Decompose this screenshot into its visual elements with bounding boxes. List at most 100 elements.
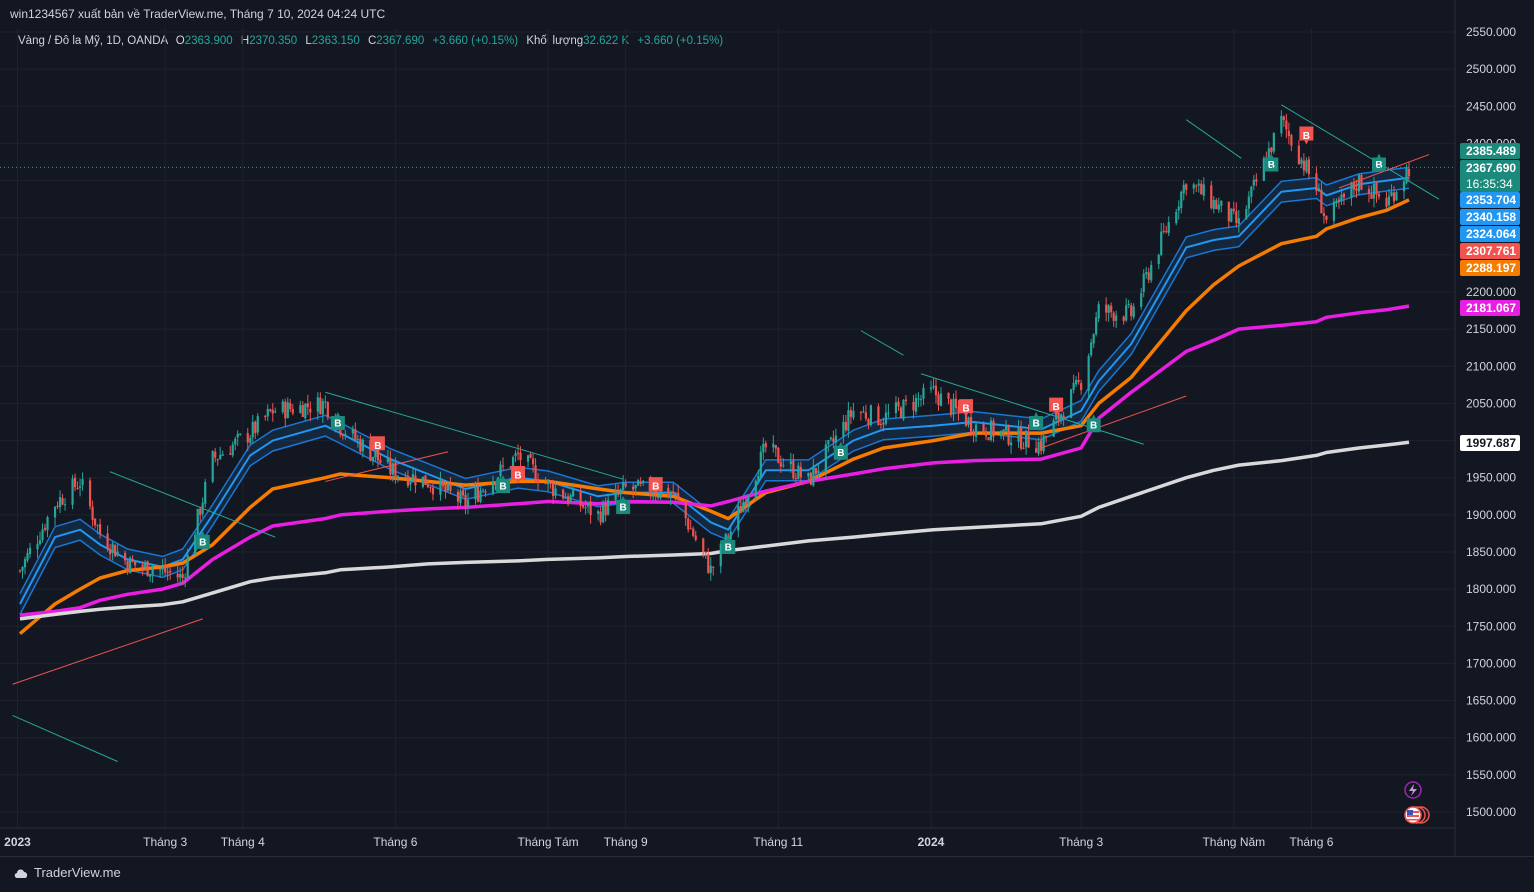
candle-body [491, 481, 495, 494]
candle-body [692, 528, 695, 536]
candle-body [932, 386, 935, 388]
candle-body [106, 533, 109, 550]
candle-body [1290, 135, 1293, 146]
sell-signal-marker[interactable]: B [511, 466, 526, 484]
candle-body [1060, 414, 1063, 421]
price-label-box [1460, 143, 1520, 159]
sell-signal-marker[interactable]: B [648, 477, 663, 496]
candle-body [934, 385, 938, 396]
grid-lines [0, 28, 1455, 828]
candle-body [972, 431, 975, 436]
candle-body [737, 506, 740, 531]
sell-signal-marker[interactable]: B [1299, 126, 1314, 145]
candle-body [702, 538, 705, 552]
candle-body [632, 486, 635, 490]
candle-body [1024, 430, 1028, 448]
candle-body [396, 475, 400, 479]
candle-body [404, 476, 407, 478]
candle-body [1095, 317, 1098, 335]
candle-body [151, 569, 154, 575]
brand[interactable]: TraderView.me [14, 865, 121, 880]
candle-body [687, 518, 690, 530]
candle-body [23, 559, 27, 568]
candle-body [146, 561, 149, 577]
y-tick-label: 1500.000 [1466, 805, 1516, 819]
y-tick-label: 2150.000 [1466, 322, 1516, 336]
candle-body [1092, 334, 1095, 344]
price-axis-labels: 2385.489 2367.690 16:35:34 2353.704 2340.158… [1460, 143, 1520, 451]
candle-body [579, 491, 582, 507]
candle-body [326, 402, 329, 418]
price-label-text: 2385.489 [1466, 144, 1516, 158]
candle-body [817, 470, 820, 474]
buy-signal-marker[interactable]: B [1086, 414, 1101, 433]
candle-body [832, 438, 835, 442]
candle-body [887, 412, 890, 414]
candle-body [1285, 120, 1288, 130]
candle-body [1182, 184, 1185, 194]
buy-signal-marker[interactable]: B [496, 475, 511, 494]
sell-signal-marker[interactable]: B [1049, 397, 1064, 416]
candle-body [514, 453, 517, 457]
buy-signal-marker[interactable]: B [721, 536, 736, 555]
sell-signal-marker[interactable]: B [959, 399, 974, 418]
candle-body [792, 460, 795, 479]
candle-body [637, 479, 640, 486]
candle-body [1352, 181, 1356, 190]
lightning-icon[interactable] [1400, 780, 1430, 830]
candle-body [1115, 315, 1118, 321]
candle-body [597, 511, 600, 514]
candle-body [536, 480, 540, 484]
candle-body [249, 437, 252, 443]
candle-body [1335, 200, 1338, 204]
buy-signal-marker[interactable]: B [833, 441, 848, 460]
signal-label: B [334, 419, 341, 430]
candle-body [1212, 200, 1215, 209]
candle-body [376, 452, 379, 461]
buy-signal-marker[interactable]: B [195, 530, 210, 549]
signal-label: B [499, 482, 506, 493]
us-flag-icon[interactable] [1400, 805, 1434, 827]
publish-header: win1234567 xuất bản về TraderView.me, Th… [0, 0, 1534, 28]
buy-signal-marker[interactable]: B [1371, 153, 1386, 172]
candle-body [41, 529, 44, 541]
candle-body [28, 547, 32, 554]
candle-body [309, 408, 312, 413]
candle-body [1027, 431, 1030, 448]
y-tick-label: 2050.000 [1466, 396, 1516, 410]
price-label-box [1460, 192, 1520, 208]
candle-body [271, 409, 274, 414]
candle-body [652, 495, 655, 497]
buy-signal-marker[interactable]: B [330, 412, 345, 430]
symbol-name[interactable]: Vàng / Đô la Mỹ, 1D, OANDA [18, 35, 168, 47]
candle-body [922, 387, 925, 399]
candle-body [369, 440, 372, 461]
trendline [325, 451, 449, 482]
candle-body [204, 481, 207, 504]
buy-signal-marker[interactable]: B [1029, 412, 1044, 430]
candle-body [179, 573, 182, 578]
candle-body [949, 399, 953, 415]
candle-body [1110, 305, 1113, 313]
candle-body [867, 419, 870, 425]
buy-signal-marker[interactable]: B [616, 495, 631, 514]
candle-body [214, 451, 217, 458]
candle-body [501, 465, 505, 467]
candle-body [1247, 196, 1250, 209]
price-chart[interactable]: BBBBBBBBBBBBBBBB2550.0002500.0002450.000… [0, 0, 1534, 856]
candle-body [246, 433, 249, 443]
candle-body [379, 459, 382, 463]
close-label: C [367, 35, 377, 47]
candle-body [619, 489, 622, 495]
x-axis[interactable]: 2023 Tháng 3 Tháng 4 Tháng 6 Tháng Tám Tháng … [4, 835, 1334, 849]
buy-signal-marker[interactable]: B [1264, 153, 1279, 172]
signal-label: B [1303, 131, 1310, 142]
candle-body [464, 494, 467, 507]
candle-body [602, 502, 605, 523]
candle-body [1052, 420, 1055, 437]
candle-body [782, 464, 785, 466]
candle-body [642, 480, 645, 484]
candle-body [1287, 130, 1290, 136]
sell-signal-marker[interactable]: B [370, 436, 385, 455]
